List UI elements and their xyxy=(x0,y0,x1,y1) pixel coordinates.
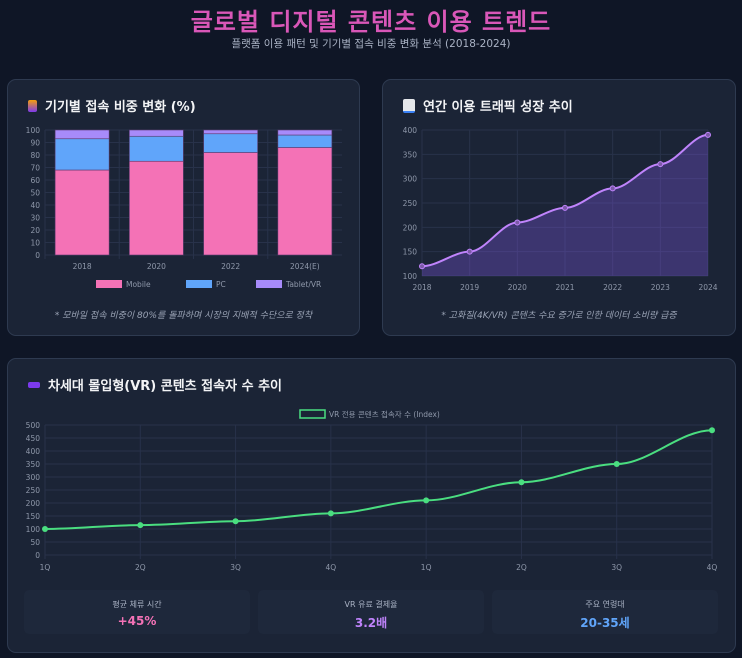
traffic-card-title-text: 연간 이용 트래픽 성장 추이 xyxy=(423,100,573,115)
device-card-title-text: 기기별 접속 비중 변화 (%) xyxy=(45,100,196,115)
stat-value: +45% xyxy=(117,614,157,628)
mobile-phone-icon xyxy=(28,99,37,112)
stat-avg-stay: 평균 체류 시간 +45% xyxy=(24,590,250,634)
page-subtitle: 플랫폼 이용 패턴 및 기기별 접속 비중 변화 분석 (2018-2024) xyxy=(231,38,511,50)
traffic-card: 연간 이용 트래픽 성장 추이 * 고화질(4K/VR) 콘텐츠 수요 증가로 … xyxy=(382,79,736,336)
vr-goggles-icon xyxy=(28,381,40,388)
vr-card-title-text: 차세대 몰입형(VR) 콘텐츠 접속자 수 추이 xyxy=(48,379,282,394)
stat-label: 주요 연령대 xyxy=(585,600,625,609)
chart-increasing-icon xyxy=(403,98,415,113)
vr-card-title: 차세대 몰입형(VR) 콘텐츠 접속자 수 추이 xyxy=(28,375,282,394)
device-card-title: 기기별 접속 비중 변화 (%) xyxy=(28,96,196,115)
traffic-card-note: * 고화질(4K/VR) 콘텐츠 수요 증가로 인한 데이터 소비량 급증 xyxy=(441,311,677,321)
stat-age-group: 주요 연령대 20-35세 xyxy=(492,590,718,634)
page-title: 글로벌 디지털 콘텐츠 이용 트렌드 xyxy=(190,8,552,36)
device-share-card: 기기별 접속 비중 변화 (%) * 모바일 접속 비중이 80%를 돌파하며 … xyxy=(7,79,360,336)
stat-label: VR 유료 결제율 xyxy=(344,600,398,609)
stat-value: 3.2배 xyxy=(354,616,388,630)
traffic-card-title: 연간 이용 트래픽 성장 추이 xyxy=(403,96,573,115)
stat-label: 평균 체류 시간 xyxy=(112,600,162,609)
stat-vr-payment: VR 유료 결제율 3.2배 xyxy=(258,590,484,634)
device-card-note: * 모바일 접속 비중이 80%를 돌파하며 시장의 지배적 수단으로 정착 xyxy=(54,311,313,321)
stat-value: 20-35세 xyxy=(580,616,630,630)
